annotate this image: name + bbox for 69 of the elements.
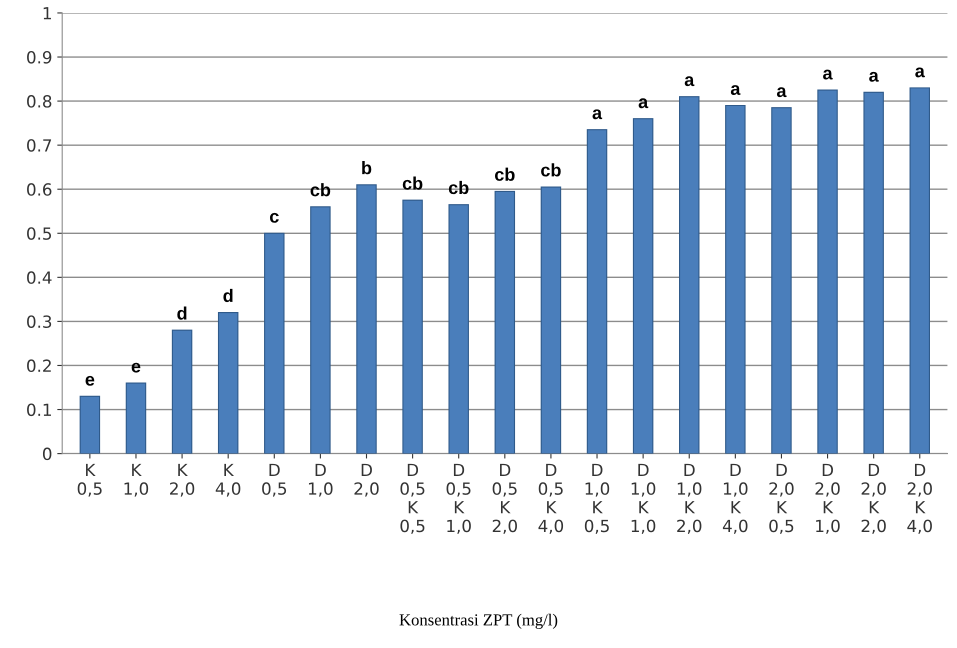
x-tick-label: K 0,5	[78, 464, 102, 497]
x-tick-label: D 1,0	[308, 464, 333, 497]
x-tick-label: D 2,0 K 4,0	[907, 464, 932, 534]
x-axis-title: Konsentrasi ZPT (mg/l)	[400, 614, 558, 629]
data-label: cb	[541, 163, 561, 176]
bar	[771, 107, 792, 454]
data-label: a	[638, 98, 648, 108]
data-label: a	[730, 85, 740, 95]
data-label: e	[86, 376, 94, 386]
bar	[632, 118, 654, 454]
bar	[679, 96, 700, 454]
y-tick-label: 0.2	[27, 359, 51, 372]
bar	[218, 312, 238, 454]
x-tick-label: D 0,5 K 4,0	[538, 464, 564, 534]
x-tick-label: K 4,0	[216, 464, 240, 497]
y-tick-label: 0.1	[27, 404, 51, 416]
bar	[448, 204, 469, 454]
bar	[494, 190, 516, 454]
data-label: cb	[402, 176, 422, 190]
x-tick-label: K 2,0	[170, 464, 194, 497]
bar	[540, 186, 562, 454]
data-label: d	[223, 288, 233, 302]
bar	[817, 90, 838, 454]
data-label: a	[684, 76, 694, 86]
x-tick-label: D 2,0 K 2,0	[862, 464, 886, 534]
data-label: a	[592, 109, 602, 120]
y-tick-label: 1	[44, 7, 51, 20]
y-tick-label: 0.6	[27, 183, 52, 196]
bar	[402, 200, 423, 454]
bar	[310, 206, 331, 454]
x-tick-label: D 0,5	[262, 464, 286, 497]
bar	[80, 396, 100, 454]
x-tick-label: D 1,0 K 4,0	[722, 464, 748, 534]
data-label: d	[177, 306, 186, 320]
data-label: cb	[310, 183, 330, 196]
x-tick-label: D 2,0	[354, 464, 379, 497]
bar	[863, 92, 884, 454]
x-tick-label: D 1,0 K 0,5	[584, 464, 610, 534]
data-label: cb	[448, 180, 469, 194]
data-label: a	[823, 70, 833, 80]
x-tick-label: D 1,0 K 1,0	[632, 464, 656, 534]
data-label: c	[270, 212, 279, 223]
data-label: a	[869, 72, 879, 82]
data-label: a	[915, 67, 925, 78]
x-tick-label: D 2,0 K 1,0	[816, 464, 840, 534]
bar	[356, 184, 377, 454]
data-label: e	[132, 362, 140, 373]
x-tick-label: D 1,0 K 2,0	[677, 464, 702, 534]
x-tick-label: K 1,0	[124, 464, 148, 497]
data-label: b	[362, 161, 372, 174]
data-label: a	[776, 87, 787, 98]
x-tick-label: D 0,5 K 2,0	[492, 464, 517, 534]
data-label: cb	[494, 168, 515, 181]
x-tick-label: D 0,5 K 0,5	[400, 464, 424, 534]
x-tick-label: D 0,5 K 1,0	[446, 464, 471, 534]
x-tick-label: D 2,0 K 0,5	[769, 464, 794, 534]
y-tick-label: 0.3	[27, 315, 52, 328]
y-tick-label: 0.4	[27, 271, 52, 284]
bar	[126, 382, 146, 454]
y-tick-label: 0.7	[27, 139, 52, 152]
bar	[172, 330, 192, 454]
bar	[264, 232, 285, 454]
y-tick-label: 0	[42, 448, 52, 460]
y-tick-label: 0.8	[27, 95, 52, 108]
y-tick-label: 0.5	[27, 227, 52, 240]
y-tick-label: 0.9	[27, 50, 52, 64]
bar	[586, 129, 608, 454]
bar	[725, 104, 746, 454]
bar	[910, 87, 930, 454]
